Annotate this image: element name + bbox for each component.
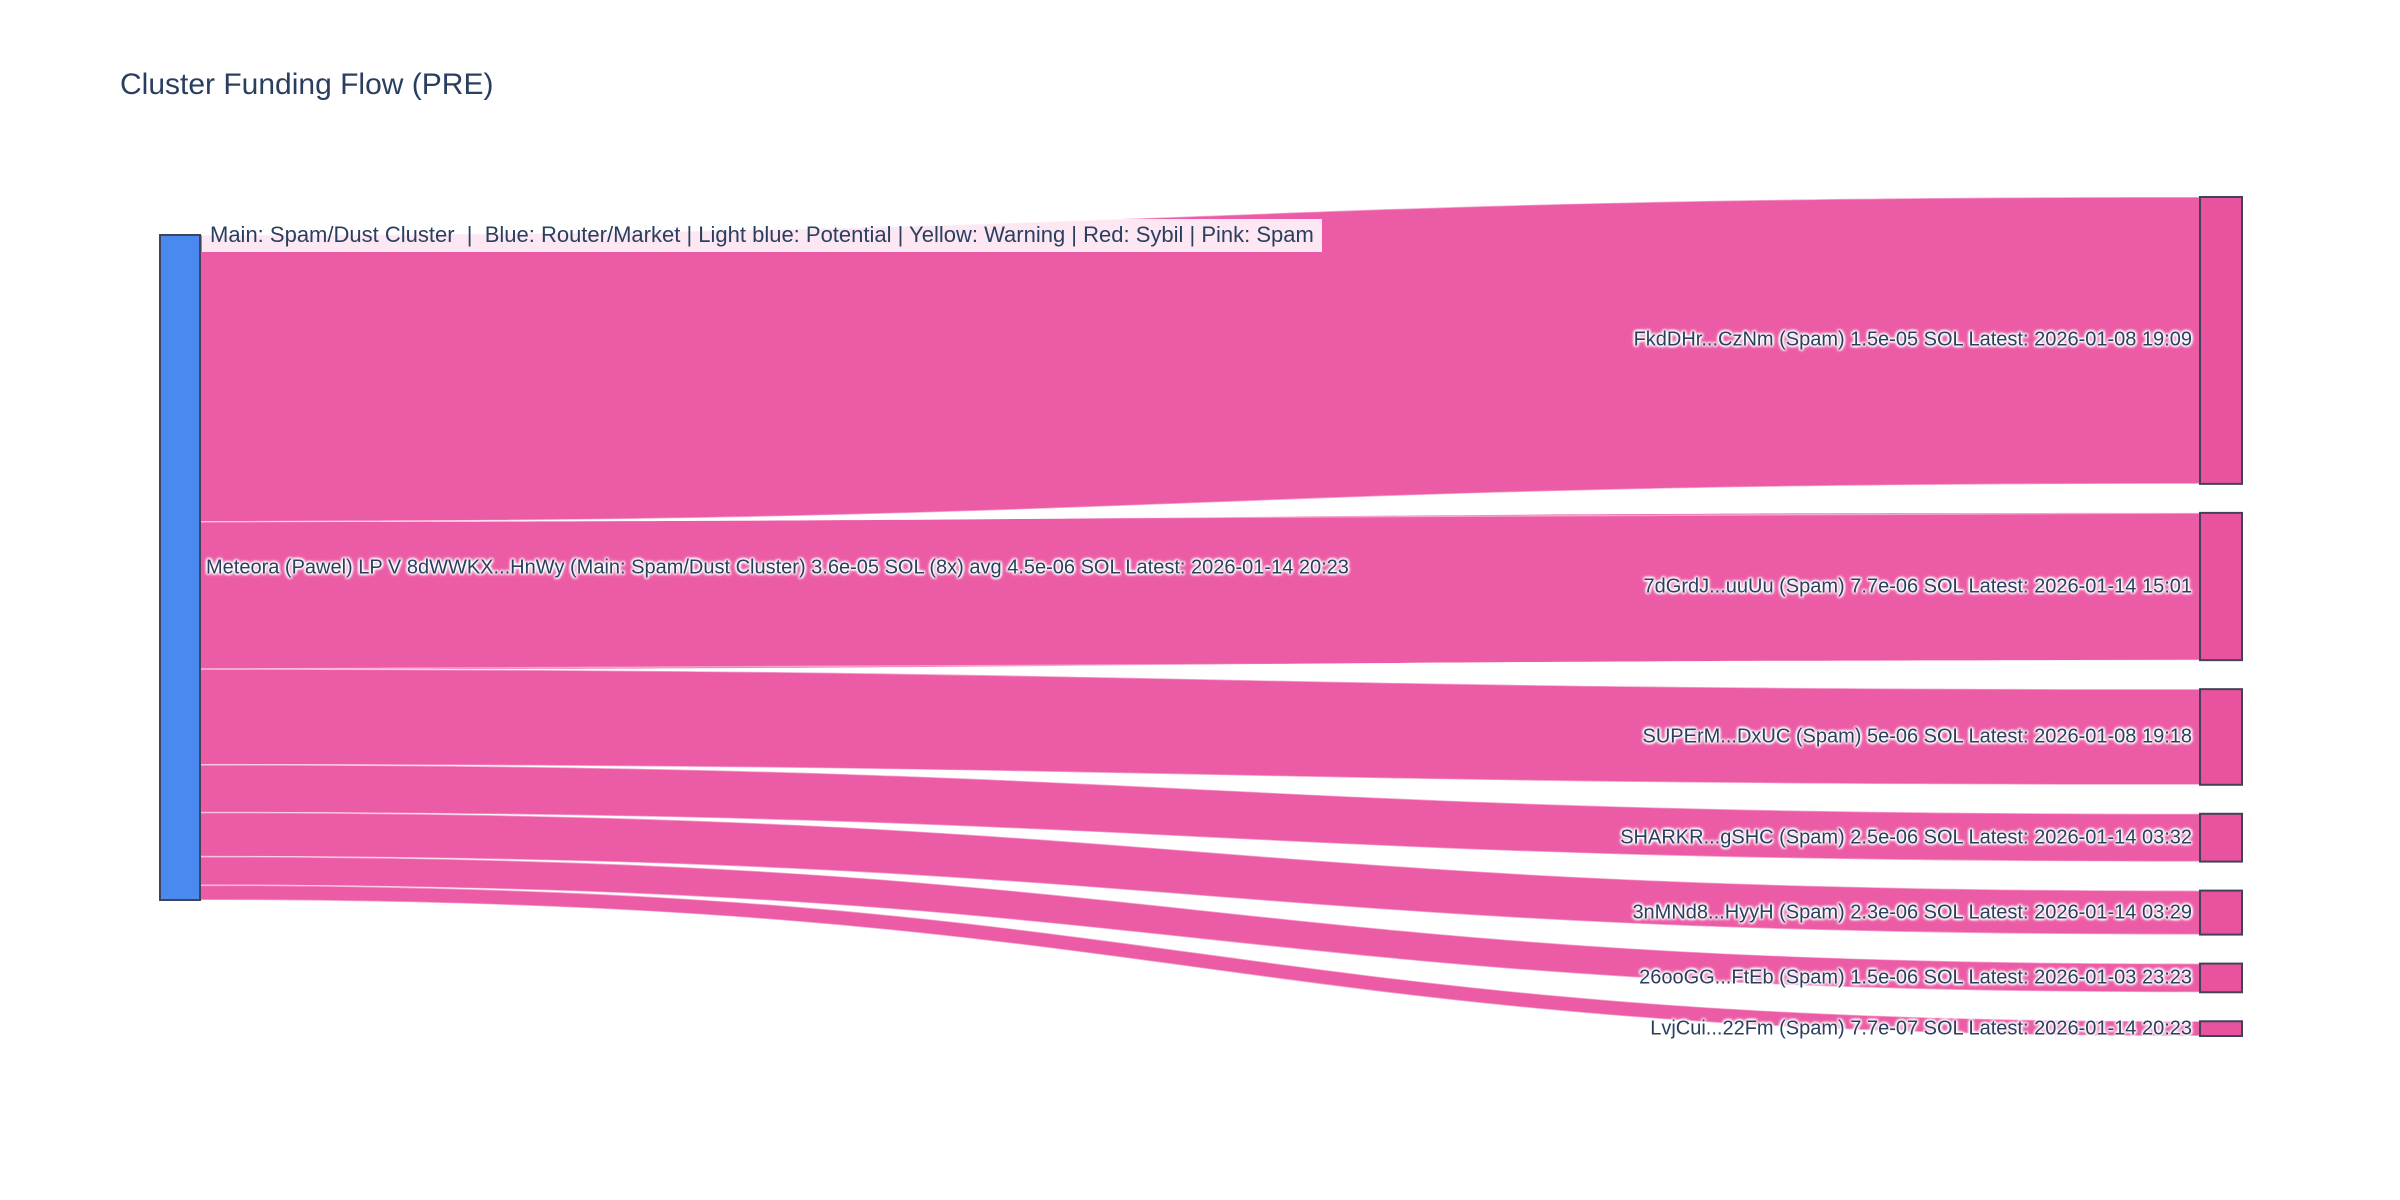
target-node-label-4: SHARKR...gSHC (Spam) 2.5e-06 SOL Latest:… [1620,826,2192,849]
target-node-label-1: FkdDHr...CzNm (Spam) 1.5e-05 SOL Latest:… [1633,328,2192,351]
target-node-4[interactable] [2199,812,2243,863]
target-node-label-2: 7dGrdJ...uuUu (Spam) 7.7e-06 SOL Latest:… [1643,575,2192,598]
target-node-label-5: 3nMNd8...HyyH (Spam) 2.3e-06 SOL Latest:… [1632,901,2192,924]
source-node-label: Meteora (Pawel) LP V 8dWWKX...HnWy (Main… [206,556,1349,578]
source-node[interactable] [159,234,201,901]
target-node-label-3: SUPErM...DxUC (Spam) 5e-06 SOL Latest: 2… [1642,725,2192,748]
target-node-label-6: 26ooGG...FtEb (Spam) 1.5e-06 SOL Latest:… [1639,966,2192,989]
target-node-6[interactable] [2199,962,2243,994]
target-node-label-7: LvjCui...22Fm (Spam) 7.7e-07 SOL Latest:… [1650,1017,2192,1040]
target-node-3[interactable] [2199,688,2243,786]
target-node-2[interactable] [2199,511,2243,662]
chart-title: Cluster Funding Flow (PRE) [120,68,494,101]
target-node-7[interactable] [2199,1020,2243,1038]
target-node-1[interactable] [2199,196,2243,485]
legend-annotation: Main: Spam/Dust Cluster | Blue: Router/M… [202,219,1322,253]
target-node-5[interactable] [2199,889,2243,936]
